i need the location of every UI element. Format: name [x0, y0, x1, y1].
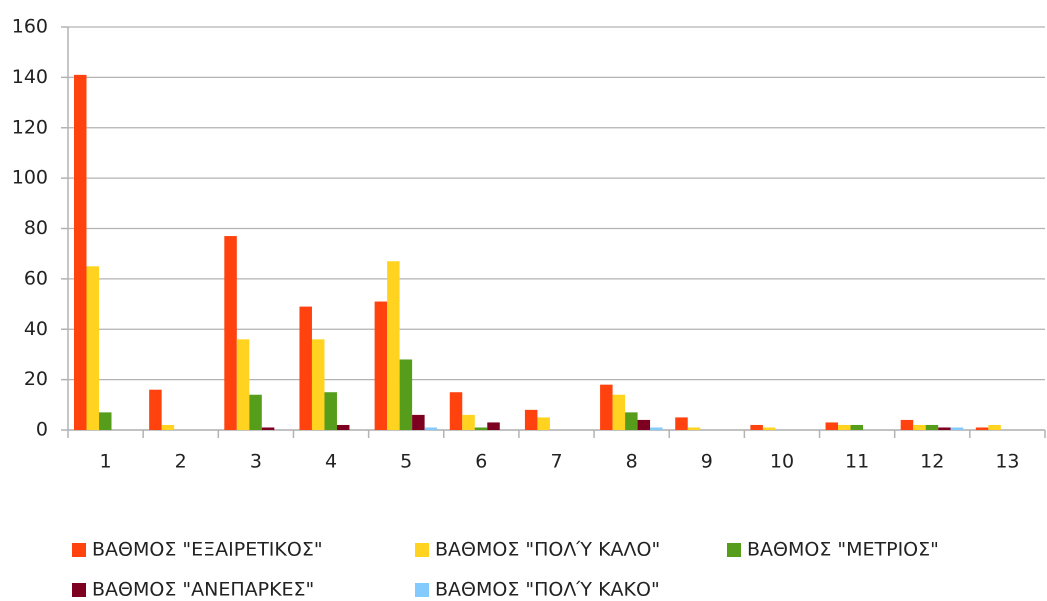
bar — [261, 427, 275, 430]
bar — [474, 427, 488, 430]
x-tick-label: 7 — [550, 451, 562, 473]
legend-swatch — [415, 543, 429, 557]
bar — [399, 359, 413, 430]
bar — [424, 427, 438, 430]
bar — [650, 427, 663, 430]
legend-label: ΒΑΘΜΟΣ "ΜΕΤΡΙΟΣ" — [747, 539, 939, 561]
legend-swatch — [415, 583, 429, 597]
bar — [975, 427, 989, 430]
bar — [324, 392, 337, 430]
bar — [850, 424, 864, 430]
x-tick-label: 13 — [995, 451, 1019, 473]
y-tick-label: 40 — [24, 318, 48, 340]
bar — [838, 424, 851, 430]
legend-swatch — [727, 543, 741, 557]
bar — [537, 417, 550, 430]
bar — [612, 394, 626, 430]
y-tick-label: 100 — [12, 167, 48, 189]
bar — [900, 419, 914, 430]
x-tick-label: 5 — [400, 451, 412, 473]
x-tick-label: 9 — [701, 451, 713, 473]
legend-label: ΒΑΘΜΟΣ "ΠΟΛΎ ΚΑΛΟ" — [435, 539, 660, 561]
bar — [336, 424, 350, 430]
x-tick-label: 2 — [175, 451, 187, 473]
bar — [249, 394, 262, 430]
x-tick-label: 1 — [100, 451, 112, 473]
bar — [224, 236, 237, 430]
y-tick-label: 140 — [12, 66, 48, 88]
x-tick-label: 6 — [475, 451, 487, 473]
bar — [149, 389, 162, 430]
bar — [412, 414, 425, 430]
x-tick-label: 8 — [626, 451, 638, 473]
bar — [988, 424, 1001, 430]
x-tick-label: 4 — [325, 451, 337, 473]
y-tick-label: 160 — [12, 16, 48, 38]
bar — [487, 422, 500, 430]
y-tick-label: 120 — [12, 116, 48, 138]
bar — [99, 412, 112, 430]
bar — [675, 417, 688, 430]
bar — [387, 261, 400, 430]
bar — [449, 392, 463, 430]
bar — [625, 412, 638, 430]
x-tick-label: 11 — [845, 451, 869, 473]
bar — [687, 427, 701, 430]
legend-swatch — [72, 583, 86, 597]
bar — [825, 422, 839, 430]
legend-swatch — [72, 543, 86, 557]
legend-label: ΒΑΘΜΟΣ "ΠΟΛΎ ΚΑΚΟ" — [435, 579, 660, 601]
legend-label: ΒΑΘΜΟΣ "ΑΝΕΠΑΡΚΕΣ" — [92, 579, 314, 601]
y-tick-label: 20 — [24, 368, 48, 390]
bar — [161, 424, 175, 430]
bar — [74, 74, 87, 430]
x-tick-label: 12 — [920, 451, 944, 473]
bar — [950, 427, 964, 430]
x-tick-label: 10 — [770, 451, 794, 473]
bar — [462, 414, 475, 430]
bar — [86, 266, 99, 430]
bar — [762, 427, 776, 430]
legend-label: ΒΑΘΜΟΣ "ΕΞΑΙΡΕΤΙΚΟΣ" — [92, 539, 323, 561]
bar — [938, 427, 951, 430]
x-tick-label: 3 — [250, 451, 262, 473]
y-tick-label: 60 — [24, 267, 48, 289]
bar — [311, 339, 325, 430]
bar — [913, 424, 926, 430]
bar — [637, 419, 651, 430]
bar — [925, 424, 939, 430]
bar — [600, 384, 613, 430]
y-tick-label: 0 — [36, 419, 48, 441]
bar — [299, 306, 312, 430]
bar — [374, 301, 388, 430]
y-tick-label: 80 — [24, 217, 48, 239]
bar — [750, 424, 763, 430]
bar — [236, 339, 250, 430]
bar — [524, 409, 538, 430]
